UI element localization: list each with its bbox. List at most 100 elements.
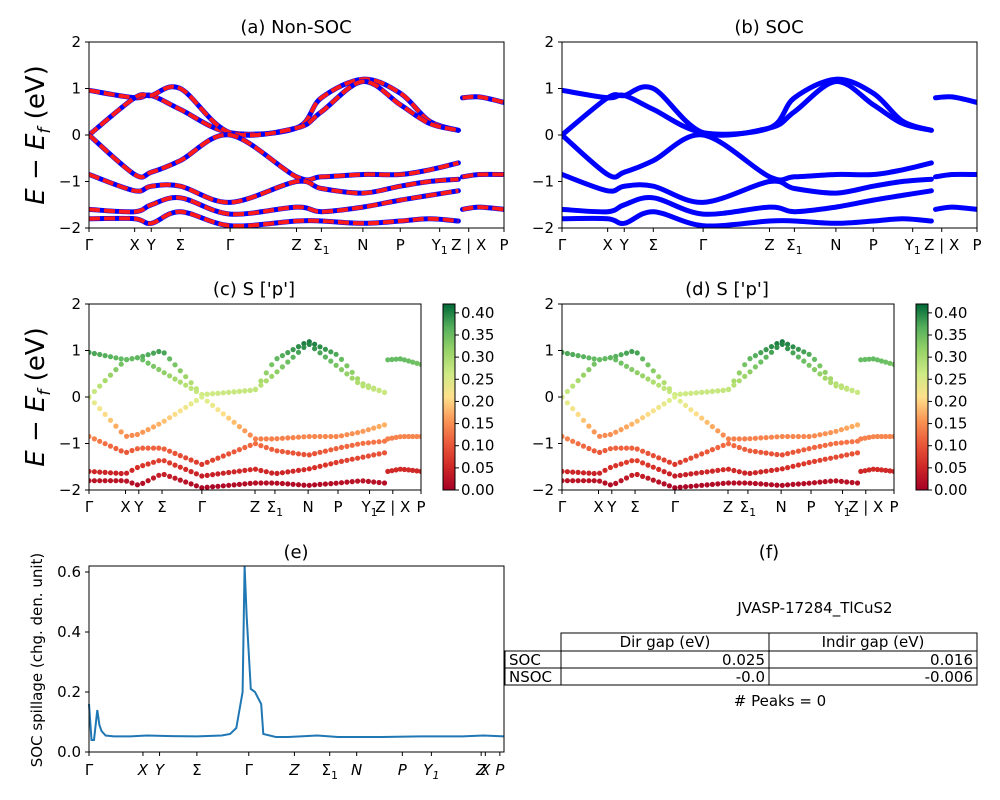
xtick-label: Y1 [423,761,439,782]
band-point [285,449,291,455]
band-point [580,354,587,360]
band-point [828,455,834,461]
band-point [317,449,323,455]
ytick-label: 0.4 [57,623,81,641]
colorbar-tick-label: 0.40 [934,304,967,322]
band-point [562,349,565,355]
band-point [677,398,683,404]
band-point [862,435,868,441]
band-point [285,359,291,365]
xtick-label: Γ [558,236,567,254]
band-point [269,446,275,452]
colorbar-tick-label: 0.25 [934,370,967,388]
band-point [715,444,721,451]
ytick-label: 0 [544,388,554,406]
band-point [591,470,597,477]
band-line-1 [89,79,461,138]
band-point [645,462,651,468]
header-indir-gap: Indir gap (eV) [822,633,925,651]
ytick-label: 1 [71,80,81,98]
xtick-label: Z [475,761,487,779]
band-point [118,448,124,454]
band-point [795,481,802,487]
band-point [406,358,412,364]
band-point [231,482,237,488]
colorbar-tick-label: 0.20 [461,392,494,410]
band-point [91,350,97,357]
band-point [338,356,345,362]
band-point [747,436,753,442]
band-point [236,481,242,487]
band-point [597,449,603,455]
band-point [226,415,232,421]
band-point [801,358,807,364]
band-point [107,443,114,449]
band-point [575,441,581,447]
band-point [634,446,640,452]
band-point [613,429,619,435]
band-point [306,341,312,347]
band-point [183,455,189,461]
band-point [731,443,737,449]
band-point [317,463,323,469]
band-point [763,481,769,487]
band-point [817,363,823,369]
band-point [870,434,876,440]
band-point [385,436,391,442]
ytick-label: −2 [532,219,554,237]
band-point [838,440,845,446]
band-point [752,480,759,487]
band-point [833,428,839,434]
xtick-label: Γ [198,498,207,516]
band-line-nsoc-5 [89,209,459,228]
band-point [822,456,828,462]
band-point [666,483,673,489]
band-point [833,383,839,389]
band-point [371,425,377,431]
band-line-nsoc-8 [462,205,504,212]
band-point [242,481,248,487]
svg-text:E − Ef (eV): E − Ef (eV) [21,65,55,205]
band-point [709,481,716,487]
band-point [575,469,581,475]
band-point [91,478,97,484]
material-name: JVASP-17284_TlCuS2 [736,599,892,618]
band-point [742,480,748,486]
band-point [301,341,307,347]
band-point [602,356,608,362]
band-point [333,433,339,440]
band-point [618,427,624,433]
band-point [720,387,726,393]
xtick-label: X [593,498,603,516]
band-point [570,478,576,484]
band-point [418,361,421,367]
band-point [618,352,624,358]
band-point [591,478,597,484]
row-nsoc-indir: -0.006 [925,668,973,686]
xtick-label: Z | X [375,498,410,516]
band-point [790,481,796,487]
band-point [215,483,221,489]
band-point [301,434,307,440]
band-point [258,443,264,449]
band-point [720,432,726,438]
band-point [365,384,371,391]
ytick-label: 1 [544,80,554,98]
band-point [118,361,124,367]
band-point [731,436,737,442]
band-point [586,445,592,452]
xtick-label: P [499,236,508,254]
band-point [640,373,646,379]
band-point [758,449,764,455]
band-point [874,357,881,363]
ytick-label: 1 [71,342,81,360]
band-point [844,386,850,392]
band-point [597,470,603,476]
band-point [118,478,124,484]
band-point [258,378,264,384]
band-point [365,453,371,459]
band-point [231,419,237,425]
band-point [188,469,194,475]
band-point [360,428,366,434]
band-point [279,364,285,370]
